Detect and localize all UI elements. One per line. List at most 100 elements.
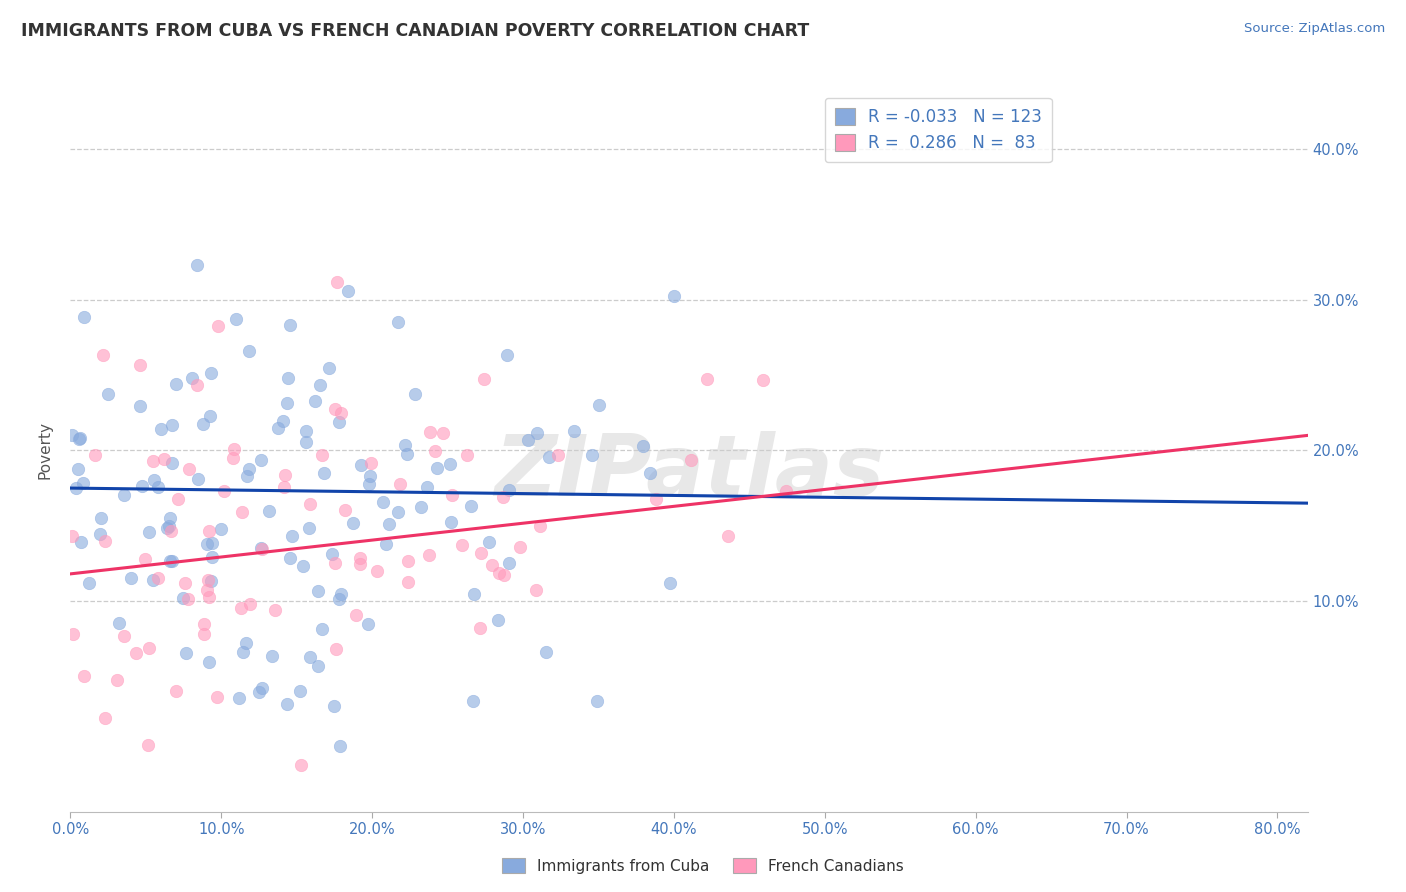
- Point: [498, 483, 520, 497]
- Point: [186, 472, 208, 486]
- Point: [65, 481, 87, 495]
- Point: [318, 361, 340, 376]
- Point: [463, 587, 485, 601]
- Point: [456, 449, 478, 463]
- Point: [260, 648, 283, 663]
- Point: [157, 518, 180, 533]
- Point: [273, 414, 295, 428]
- Point: [534, 645, 557, 659]
- Point: [112, 629, 135, 643]
- Point: [288, 684, 311, 698]
- Text: ZIPatlas: ZIPatlas: [494, 431, 884, 514]
- Point: [350, 458, 373, 472]
- Y-axis label: Poverty: Poverty: [37, 421, 52, 480]
- Point: [396, 554, 419, 568]
- Point: [371, 495, 394, 509]
- Point: [250, 681, 273, 695]
- Point: [94, 711, 117, 725]
- Point: [295, 434, 318, 449]
- Point: [90, 511, 112, 525]
- Point: [186, 258, 208, 272]
- Point: [160, 456, 183, 470]
- Point: [146, 480, 169, 494]
- Point: [277, 371, 299, 385]
- Point: [112, 488, 135, 502]
- Point: [108, 615, 131, 630]
- Point: [73, 669, 96, 683]
- Point: [396, 447, 419, 461]
- Point: [321, 548, 343, 562]
- Point: [149, 422, 172, 436]
- Point: [588, 398, 610, 412]
- Point: [329, 587, 352, 601]
- Point: [299, 497, 322, 511]
- Point: [492, 490, 515, 504]
- Point: [394, 438, 416, 452]
- Text: IMMIGRANTS FROM CUBA VS FRENCH CANADIAN POVERTY CORRELATION CHART: IMMIGRANTS FROM CUBA VS FRENCH CANADIAN …: [21, 22, 810, 40]
- Point: [325, 642, 347, 657]
- Point: [138, 738, 160, 752]
- Point: [658, 576, 681, 591]
- Point: [359, 468, 381, 483]
- Point: [239, 597, 262, 611]
- Point: [387, 505, 409, 519]
- Point: [193, 627, 215, 641]
- Point: [295, 424, 318, 438]
- Point: [329, 406, 352, 420]
- Point: [67, 461, 90, 475]
- Point: [193, 616, 215, 631]
- Point: [247, 685, 270, 699]
- Point: [328, 415, 350, 429]
- Point: [222, 451, 245, 466]
- Point: [478, 535, 501, 549]
- Point: [236, 469, 259, 483]
- Point: [62, 627, 84, 641]
- Point: [432, 425, 454, 440]
- Point: [159, 554, 181, 568]
- Point: [278, 551, 301, 566]
- Point: [366, 564, 388, 578]
- Point: [349, 550, 371, 565]
- Point: [326, 276, 349, 290]
- Point: [180, 371, 202, 385]
- Point: [495, 348, 517, 362]
- Point: [165, 376, 187, 391]
- Point: [298, 521, 321, 535]
- Point: [524, 583, 547, 598]
- Point: [73, 310, 96, 325]
- Point: [299, 650, 322, 665]
- Point: [174, 646, 197, 660]
- Point: [775, 483, 797, 498]
- Point: [311, 622, 333, 636]
- Point: [160, 554, 183, 568]
- Point: [250, 453, 273, 467]
- Point: [470, 545, 492, 559]
- Point: [125, 646, 148, 660]
- Point: [526, 425, 548, 440]
- Point: [267, 421, 290, 435]
- Point: [517, 433, 540, 447]
- Point: [645, 492, 668, 507]
- Point: [162, 418, 184, 433]
- Point: [307, 584, 329, 599]
- Point: [377, 517, 399, 532]
- Point: [173, 576, 195, 591]
- Point: [197, 524, 219, 539]
- Point: [209, 522, 232, 536]
- Point: [426, 461, 449, 475]
- Point: [138, 640, 160, 655]
- Point: [197, 582, 219, 597]
- Point: [94, 534, 117, 549]
- Point: [498, 557, 520, 571]
- Point: [138, 524, 160, 539]
- Point: [128, 358, 150, 372]
- Point: [472, 372, 495, 386]
- Point: [509, 540, 531, 554]
- Point: [581, 448, 603, 462]
- Point: [232, 645, 254, 659]
- Point: [238, 462, 260, 476]
- Point: [439, 458, 461, 472]
- Point: [159, 511, 181, 525]
- Point: [69, 431, 91, 445]
- Point: [193, 417, 215, 432]
